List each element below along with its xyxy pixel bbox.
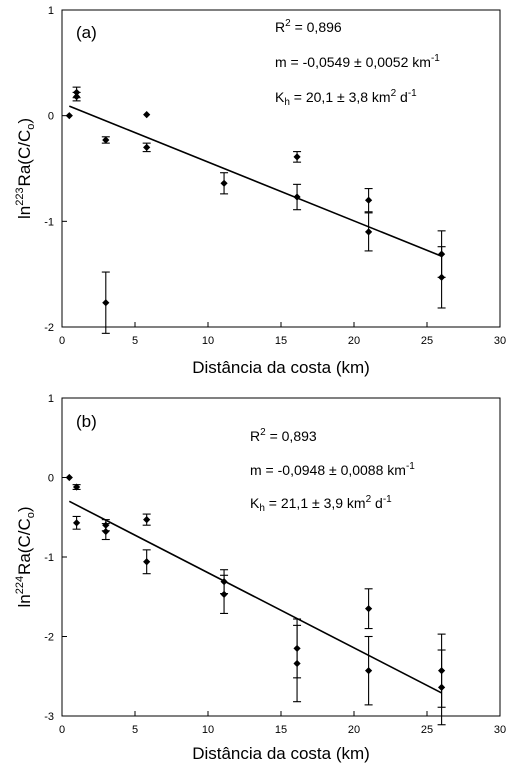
data-point	[220, 590, 228, 598]
annotation-1: R2 = 0,896	[275, 18, 342, 35]
data-point	[365, 605, 373, 613]
x-tick-label: 30	[494, 724, 506, 736]
y-tick-label: -3	[44, 711, 54, 723]
data-point	[365, 667, 373, 675]
annotation-3: Kh = 20,1 ± 3,8 km2 d-1	[275, 88, 417, 108]
chart-panel-b: 0 5 10 15 20 25 30 -3 -2 -1 0 1 (b) Distância da cost…	[14, 393, 506, 763]
x-tick-label: 25	[421, 724, 433, 736]
data-point	[73, 519, 81, 527]
y-tick-label: 0	[48, 111, 54, 123]
panel-label: (b)	[76, 412, 97, 431]
data-point	[293, 193, 301, 201]
data-point	[143, 111, 151, 119]
plot-frame	[61, 397, 501, 717]
data-point	[143, 516, 151, 524]
x-axis-label: Distância da costa (km)	[192, 358, 370, 377]
regression-line	[69, 105, 442, 257]
y-tick-label: 1	[48, 5, 54, 17]
x-tick-label: 5	[132, 335, 138, 347]
annotation-3: Kh = 21,1 ± 3,9 km2 d-1	[250, 494, 392, 514]
x-tick-label: 25	[421, 335, 433, 347]
data-point	[143, 143, 151, 151]
x-axis-label: Distância da costa (km)	[192, 744, 370, 763]
x-tick-label: 5	[132, 724, 138, 736]
data-point	[438, 273, 446, 281]
data-point	[102, 299, 110, 307]
panel-label: (a)	[76, 23, 97, 42]
data-point	[365, 228, 373, 236]
x-tick-label: 15	[275, 724, 287, 736]
data-point	[293, 153, 301, 161]
regression-line	[68, 500, 442, 694]
x-tick-label: 15	[275, 335, 287, 347]
y-tick-label: 0	[48, 473, 54, 485]
y-tick-label: -2	[44, 632, 54, 644]
y-tick-label: -1	[44, 216, 54, 228]
data-point	[143, 558, 151, 566]
y-tick-label: -2	[44, 322, 54, 334]
data-point	[365, 196, 373, 204]
annotation-1: R2 = 0,893	[250, 427, 317, 444]
data-point	[73, 483, 81, 491]
annotation-2: m = -0,0948 ± 0,0088 km-1	[250, 461, 415, 478]
y-axis-label: ln224Ra(C/Co)	[14, 506, 37, 607]
data-point	[73, 93, 81, 101]
annotation-2: m = -0,0549 ± 0,0052 km-1	[275, 53, 440, 70]
data-point	[220, 179, 228, 187]
y-tick-label: 1	[48, 393, 54, 405]
x-tick-label: 30	[494, 335, 506, 347]
x-tick-label: 20	[348, 724, 360, 736]
data-point	[102, 136, 110, 144]
x-tick-label: 10	[202, 724, 214, 736]
y-axis-label: ln223Ra(C/Co)	[14, 118, 37, 219]
data-point	[102, 527, 110, 536]
data-point	[65, 112, 73, 120]
chart-panel-a: 0 5 10 15 20 25 30 -2 -1 0 1 (a) Distância da costa …	[14, 5, 506, 377]
data-point	[438, 683, 446, 691]
y-tick-label: -1	[44, 552, 54, 564]
x-tick-label: 20	[348, 335, 360, 347]
data-point	[293, 659, 301, 668]
x-tick-label: 0	[59, 724, 65, 736]
x-tick-label: 0	[59, 335, 65, 347]
data-point	[65, 473, 73, 482]
x-tick-label: 10	[202, 335, 214, 347]
